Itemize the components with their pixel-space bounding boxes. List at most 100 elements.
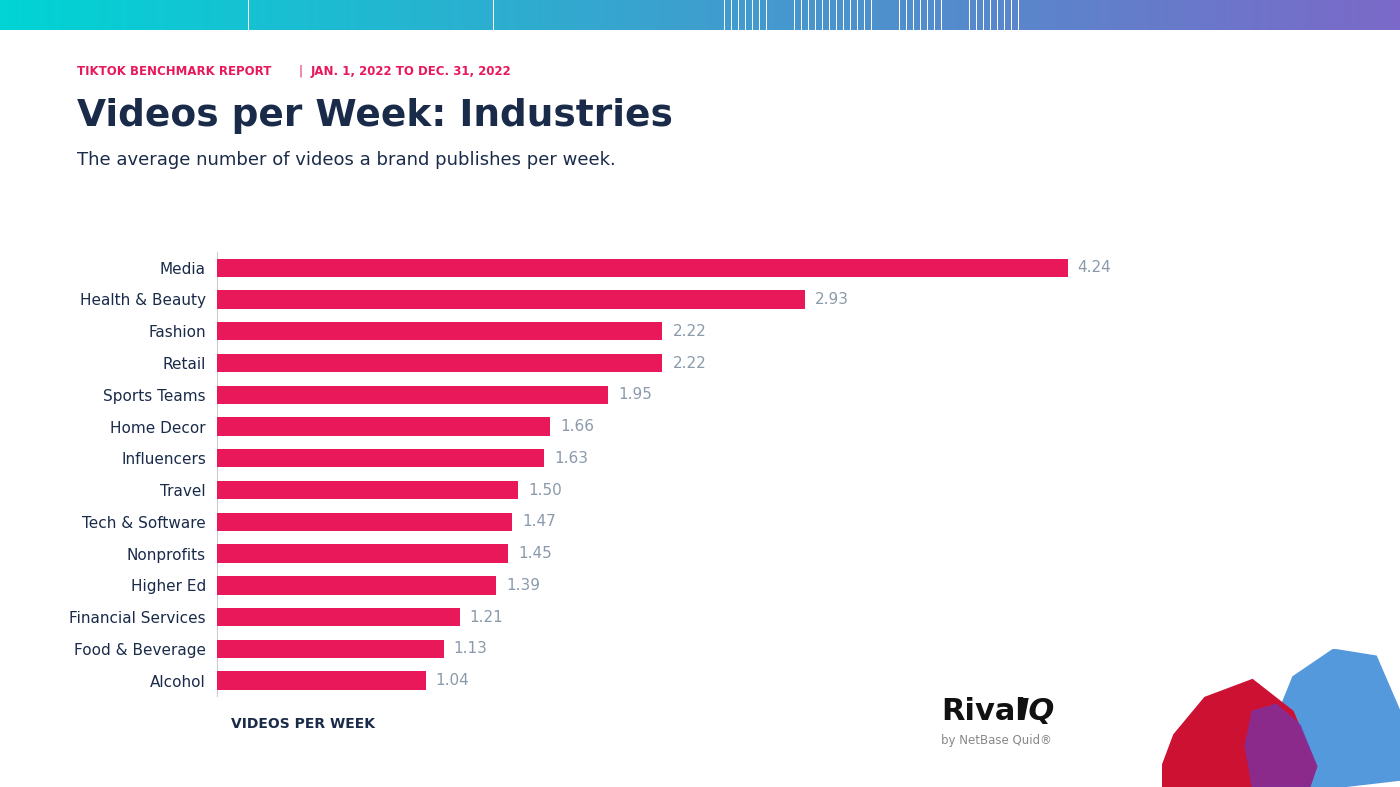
Bar <box>1355 0 1358 30</box>
Text: 2.22: 2.22 <box>672 323 706 338</box>
Bar <box>1204 0 1207 30</box>
Bar <box>123 0 126 30</box>
Bar <box>497 0 501 30</box>
Polygon shape <box>1277 649 1400 787</box>
Bar <box>1288 0 1291 30</box>
Bar <box>1176 0 1179 30</box>
Bar <box>529 0 532 30</box>
Bar <box>1095 0 1099 30</box>
Bar <box>773 0 777 30</box>
Bar <box>231 0 235 30</box>
Bar <box>403 0 406 30</box>
Bar <box>1022 0 1025 30</box>
Bar <box>837 0 840 30</box>
Bar <box>1183 0 1187 30</box>
Bar <box>731 0 735 30</box>
Bar <box>686 0 689 30</box>
Bar <box>1053 0 1057 30</box>
Bar <box>647 0 651 30</box>
Bar <box>879 0 882 30</box>
Bar <box>235 0 238 30</box>
Bar <box>763 0 766 30</box>
Bar <box>599 0 602 30</box>
Bar <box>511 0 515 30</box>
Bar <box>1267 0 1271 30</box>
Text: IQ: IQ <box>1018 697 1056 726</box>
Text: VIDEOS PER WEEK: VIDEOS PER WEEK <box>231 717 375 731</box>
Bar <box>1050 0 1053 30</box>
Bar <box>1225 0 1229 30</box>
Bar <box>1134 0 1137 30</box>
Bar <box>35 0 39 30</box>
Bar <box>217 545 508 563</box>
Bar <box>1190 0 1193 30</box>
Bar <box>700 0 703 30</box>
Bar <box>175 0 179 30</box>
Bar <box>161 0 165 30</box>
Bar <box>1372 0 1375 30</box>
Bar <box>725 0 728 30</box>
Bar <box>151 0 154 30</box>
Bar <box>507 0 511 30</box>
Bar <box>501 0 504 30</box>
Bar <box>945 0 949 30</box>
Bar <box>434 0 437 30</box>
Bar <box>45 0 49 30</box>
Bar <box>917 0 921 30</box>
Bar <box>157 0 161 30</box>
Bar <box>833 0 836 30</box>
Bar <box>315 0 319 30</box>
Text: 1.21: 1.21 <box>470 610 504 625</box>
Bar <box>742 0 745 30</box>
Bar <box>543 0 546 30</box>
Bar <box>829 0 833 30</box>
Bar <box>767 0 770 30</box>
Bar <box>787 0 791 30</box>
Bar <box>1169 0 1173 30</box>
Bar <box>196 0 200 30</box>
Bar <box>213 0 217 30</box>
Bar <box>1092 0 1095 30</box>
Bar <box>903 0 907 30</box>
Bar <box>1165 0 1169 30</box>
Bar <box>843 0 847 30</box>
Bar <box>1113 0 1117 30</box>
Bar <box>451 0 455 30</box>
Bar <box>1347 0 1351 30</box>
Bar <box>560 0 563 30</box>
Bar <box>294 0 297 30</box>
Bar <box>217 417 550 436</box>
Bar <box>126 0 129 30</box>
Bar <box>749 0 752 30</box>
Bar <box>255 0 259 30</box>
Text: 1.45: 1.45 <box>518 546 552 561</box>
Bar <box>119 0 123 30</box>
Bar <box>966 0 969 30</box>
Bar <box>809 0 812 30</box>
Bar <box>81 0 84 30</box>
Bar <box>504 0 507 30</box>
Bar <box>924 0 927 30</box>
Bar <box>1005 0 1008 30</box>
Bar <box>193 0 196 30</box>
Bar <box>893 0 896 30</box>
Bar <box>311 0 315 30</box>
Bar <box>361 0 364 30</box>
Bar <box>319 0 322 30</box>
Bar <box>1197 0 1201 30</box>
Text: 1.13: 1.13 <box>454 641 487 656</box>
Bar <box>1302 0 1305 30</box>
Bar <box>546 0 549 30</box>
Bar <box>602 0 605 30</box>
Bar <box>781 0 784 30</box>
Bar <box>1145 0 1148 30</box>
Bar <box>1263 0 1267 30</box>
Bar <box>378 0 381 30</box>
Bar <box>983 0 987 30</box>
Bar <box>140 0 143 30</box>
Bar <box>1333 0 1337 30</box>
Bar <box>697 0 700 30</box>
Bar <box>1047 0 1050 30</box>
Bar <box>812 0 815 30</box>
Bar <box>840 0 843 30</box>
